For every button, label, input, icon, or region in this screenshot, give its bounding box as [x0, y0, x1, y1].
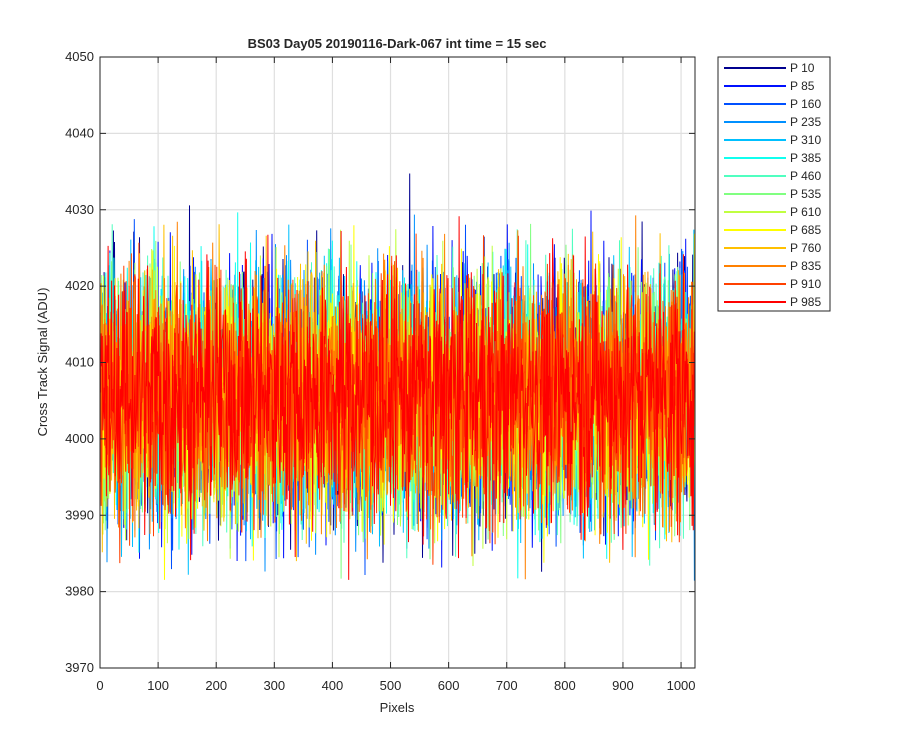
legend-label: P 10: [790, 61, 815, 75]
x-tick-label: 1000: [667, 678, 696, 693]
legend-label: P 610: [790, 205, 821, 219]
legend-label: P 460: [790, 169, 821, 183]
legend-label: P 760: [790, 241, 821, 255]
plot-area: 0 100 200 300 400 500 600 700 800 900 1000 3970 3980…: [65, 49, 695, 693]
series-layer: [100, 173, 695, 581]
legend-label: P 535: [790, 187, 821, 201]
y-tick-label: 3970: [65, 660, 94, 675]
y-tick-label: 4040: [65, 125, 94, 140]
x-tick-label: 200: [205, 678, 227, 693]
legend-label: P 385: [790, 151, 821, 165]
x-tick-label: 300: [263, 678, 285, 693]
legend-label: P 310: [790, 133, 821, 147]
legend-box: [717, 56, 831, 312]
x-tick-label: 700: [496, 678, 518, 693]
legend-label: P 910: [790, 277, 821, 291]
x-tick-label: 500: [380, 678, 402, 693]
chart-title: BS03 Day05 20190116-Dark-067 int time = …: [248, 36, 547, 51]
series-line-p-985: [100, 216, 695, 580]
legend-label: P 85: [790, 79, 815, 93]
x-tick-label: 400: [322, 678, 344, 693]
x-tick-label: 800: [554, 678, 576, 693]
x-tick-label: 600: [438, 678, 460, 693]
y-tick-label: 4010: [65, 355, 94, 370]
y-tick-label: 4050: [65, 49, 94, 64]
legend-label: P 835: [790, 259, 821, 273]
y-tick-label: 4020: [65, 278, 94, 293]
y-axis-label: Cross Track Signal (ADU): [35, 288, 50, 437]
legend-label: P 160: [790, 97, 821, 111]
legend-label: P 985: [790, 295, 821, 309]
y-tick-label: 4000: [65, 431, 94, 446]
x-tick-label: 900: [612, 678, 634, 693]
y-tick-label: 4030: [65, 202, 94, 217]
legend: P 10 P 85 P 160 P 235 P 310 P 385 P 460 P 535 P …: [717, 56, 831, 312]
legend-items: P 10 P 85 P 160 P 235 P 310 P 385 P 460 P 535 P …: [724, 61, 821, 309]
legend-label: P 235: [790, 115, 821, 129]
x-tick-label: 100: [147, 678, 169, 693]
x-tick-label: 0: [96, 678, 103, 693]
x-axis-label: Pixels: [380, 700, 415, 715]
axis-ticks: 0 100 200 300 400 500 600 700 800 900 1000 3970 3980…: [65, 49, 695, 693]
y-tick-label: 3980: [65, 584, 94, 599]
legend-label: P 685: [790, 223, 821, 237]
y-tick-label: 3990: [65, 507, 94, 522]
